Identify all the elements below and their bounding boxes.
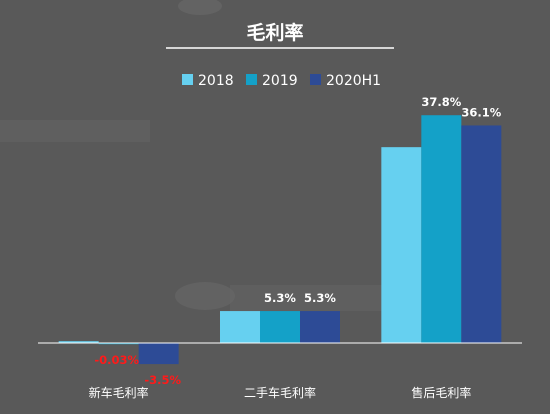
chart-title: 毛利率 [246, 21, 303, 44]
data-label-2019-0: -0.03% [94, 353, 139, 367]
bar-2018-1 [220, 311, 260, 343]
bar-2020H1-0 [138, 343, 179, 365]
legend-swatch-2019 [246, 74, 257, 85]
bar-2019-0 [98, 343, 139, 345]
legend-label-2018: 2018 [198, 73, 234, 89]
bar-2020H1-2 [461, 125, 502, 343]
legend-label-2020H1: 2020H1 [326, 73, 381, 89]
bar-2018-2 [381, 147, 422, 343]
category-label-1: 二手车毛利率 [244, 385, 316, 400]
data-label-2020H1-2: 36.1% [461, 105, 501, 119]
category-label-2: 售后毛利率 [411, 385, 471, 400]
data-labels: -0.03% -3.5% 5.3% 5.3% 37.8%36.1% [94, 95, 501, 387]
category-labels: 新车毛利率 二手车毛利率 售后毛利率 [89, 385, 472, 400]
watermark-logo [178, 0, 222, 15]
legend-label-2019: 2019 [262, 73, 298, 89]
data-label-2020H1-0: -3.5% [144, 373, 181, 387]
bars [58, 115, 502, 365]
data-label-2019-2: 37.8% [421, 95, 461, 109]
bar-2019-1 [260, 311, 300, 343]
data-label-2019-1: 5.3% [264, 291, 296, 305]
bar-2019-2 [421, 115, 462, 343]
data-label-2020H1-1: 5.3% [304, 291, 336, 305]
legend-swatch-2018 [182, 74, 193, 85]
bar-2018-0 [58, 341, 99, 343]
bar-2020H1-1 [300, 311, 340, 343]
legend-swatch-2020H1 [310, 74, 321, 85]
legend: 2018 2019 2020H1 [182, 73, 381, 89]
category-label-0: 新车毛利率 [89, 385, 149, 400]
